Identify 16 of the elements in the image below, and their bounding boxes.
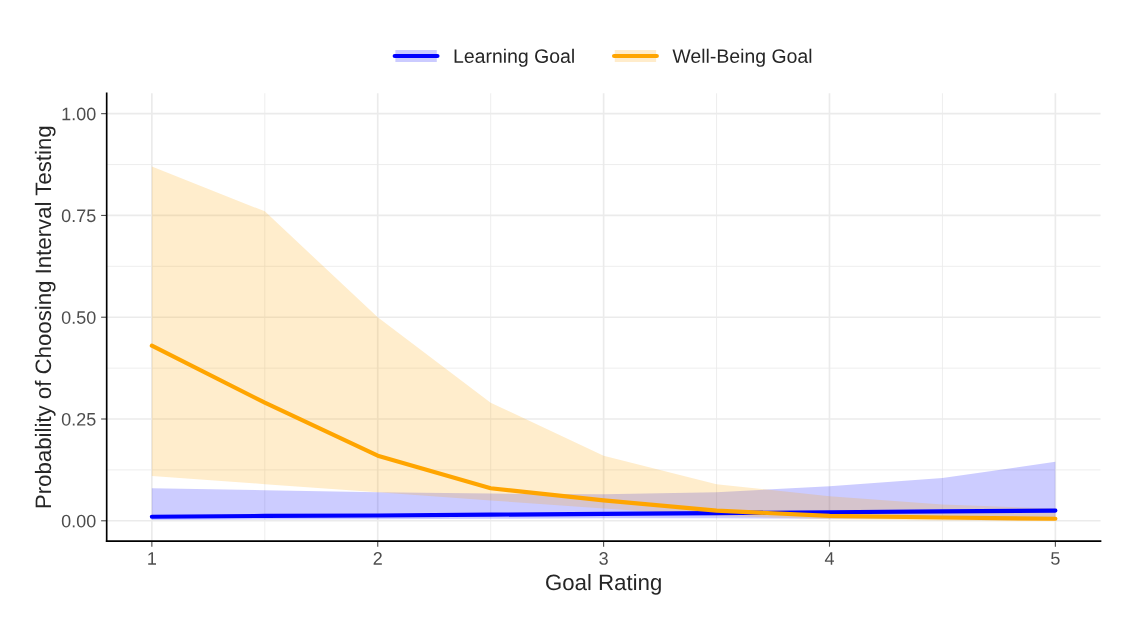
y-tick-label: 0.00 (61, 514, 96, 528)
x-tick-label: 5 (1051, 552, 1060, 565)
x-tick-label: 1 (148, 552, 156, 565)
legend-label: Learning Goal (454, 48, 574, 67)
y-tick-label: 1.00 (62, 107, 96, 121)
x-axis-title: Goal Rating (546, 573, 661, 595)
x-tick-label: 3 (599, 552, 608, 565)
y-axis-title: Probability of Choosing Interval Testing (34, 126, 56, 508)
y-tick-label: 0.25 (61, 412, 96, 426)
line-series (149, 508, 1058, 519)
legend-label: Well-Being Goal (672, 48, 812, 67)
y-tick-label: 0.75 (61, 209, 96, 223)
y-tick-label: 0.50 (61, 311, 96, 324)
line-series (149, 343, 1058, 521)
x-tick-label: 4 (824, 552, 834, 565)
x-tick-label: 2 (373, 552, 382, 565)
